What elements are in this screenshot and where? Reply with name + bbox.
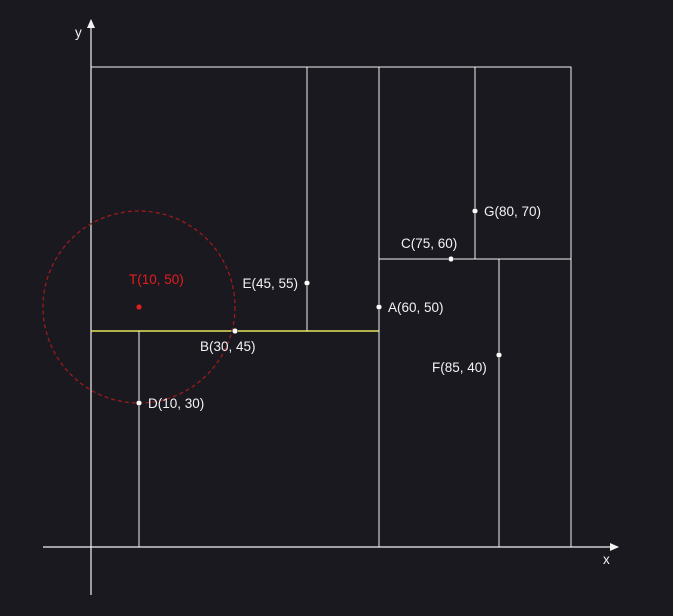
point-d [135, 399, 143, 407]
point-g [471, 207, 479, 215]
point-a-label: A(60, 50) [388, 300, 444, 315]
point-c [447, 255, 455, 263]
point-c-label: C(75, 60) [401, 236, 457, 251]
point-b [231, 327, 239, 335]
x-axis-label: x [603, 552, 610, 567]
point-b-label: B(30, 45) [200, 339, 256, 354]
point-f [495, 351, 503, 359]
point-e-label: E(45, 55) [242, 276, 298, 291]
point-g-label: G(80, 70) [484, 204, 541, 219]
partition-lines [91, 67, 571, 547]
y-axis-label: y [75, 25, 82, 40]
point-e [303, 279, 311, 287]
target-label: T(10, 50) [129, 272, 184, 287]
points-layer: A(60, 50) B(30, 45) C(75, 60) D(10, 30) E(45… [135, 204, 541, 411]
point-d-label: D(10, 30) [148, 396, 204, 411]
target-point [136, 304, 142, 310]
point-a [375, 303, 383, 311]
point-f-label: F(85, 40) [432, 360, 487, 375]
region-border [90, 66, 572, 548]
